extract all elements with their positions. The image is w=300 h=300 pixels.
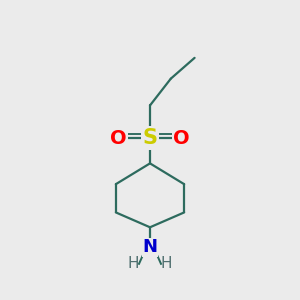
Text: O: O — [173, 129, 190, 148]
Text: H: H — [128, 256, 140, 271]
Text: S: S — [142, 128, 158, 148]
Text: N: N — [142, 238, 158, 256]
Text: H: H — [160, 256, 172, 271]
Text: O: O — [110, 129, 127, 148]
